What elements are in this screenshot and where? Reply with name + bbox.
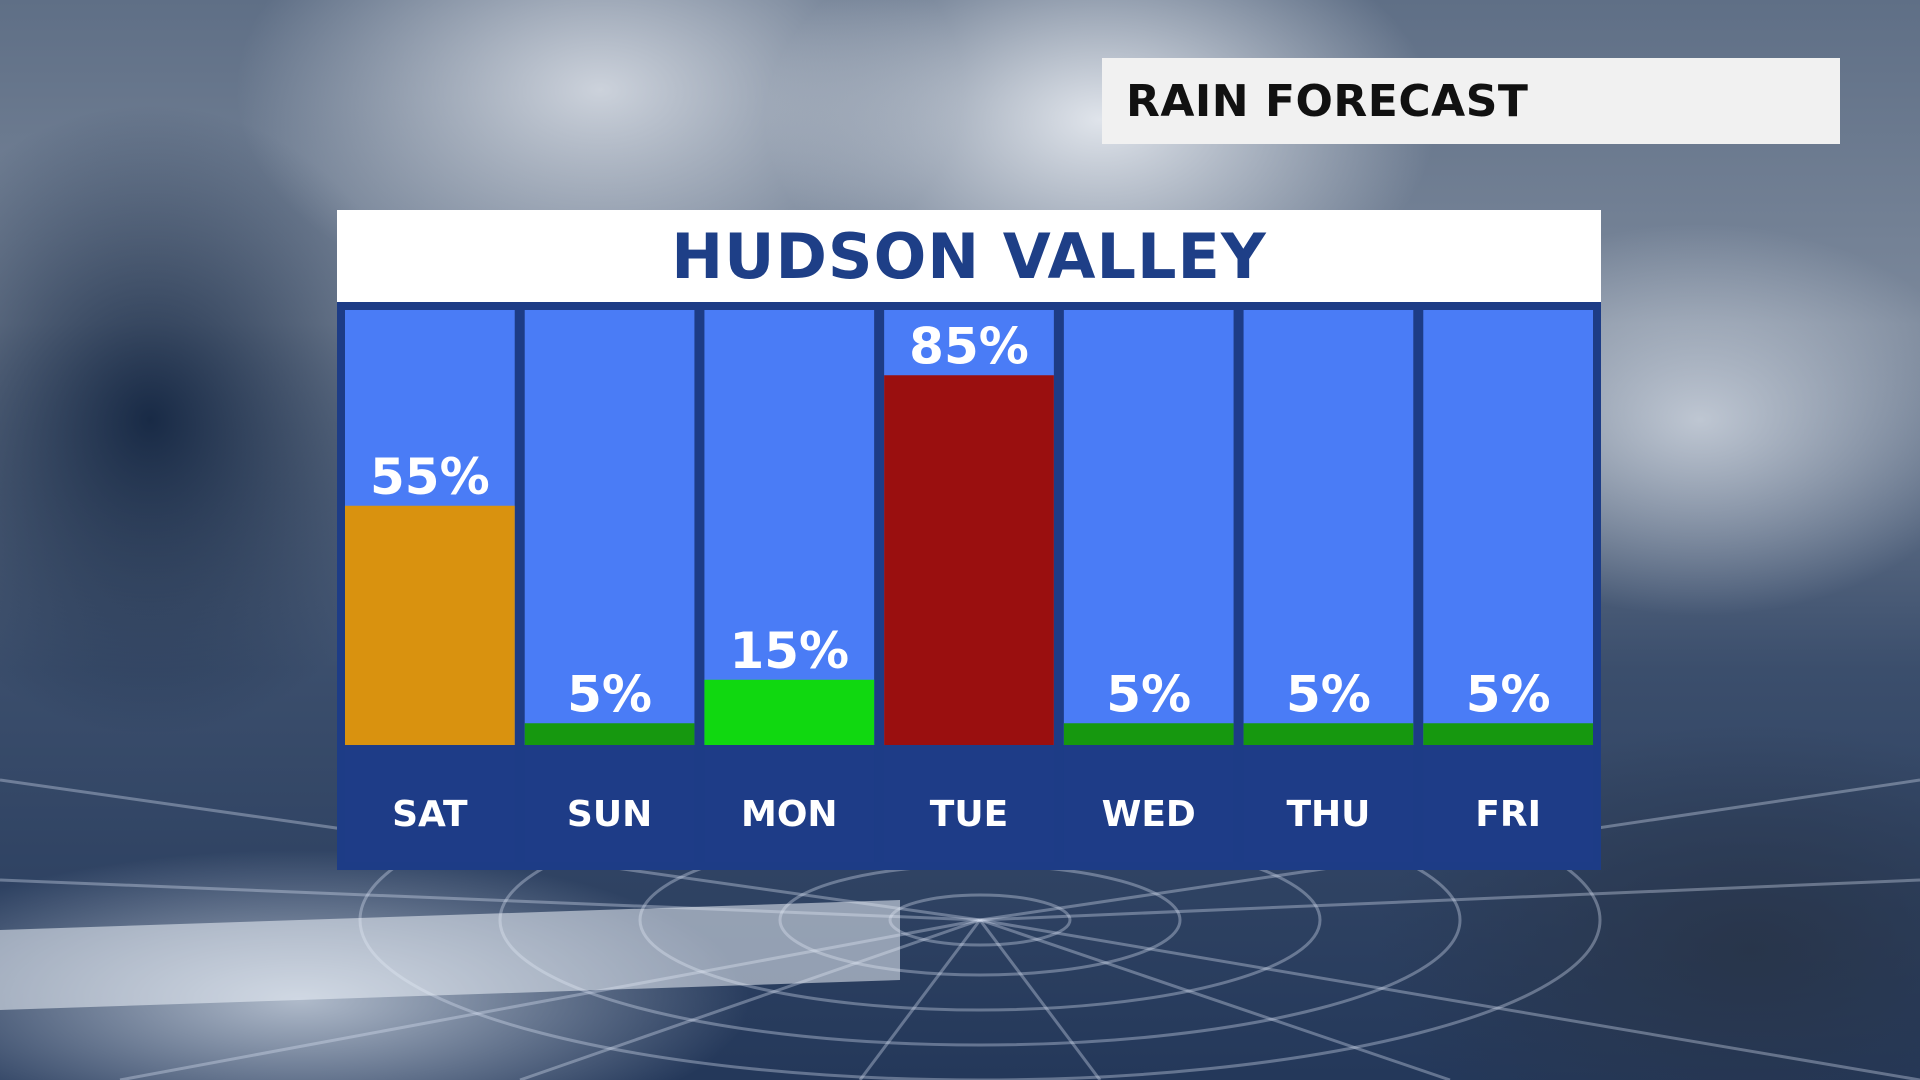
day-label-sat: SAT: [392, 794, 468, 835]
pct-label-wed: 5%: [1106, 665, 1191, 723]
bar-thu: [1243, 723, 1414, 745]
pct-label-fri: 5%: [1466, 665, 1551, 723]
location-header: HUDSON VALLEY: [337, 210, 1601, 302]
bar-wed: [1063, 723, 1234, 745]
day-label-tue: TUE: [930, 794, 1008, 835]
rain-chart-panel: 55% SAT 5% SUN 15% MON 85% TUE 5% WED 5% THU 5% FRI: [337, 302, 1601, 870]
day-label-sun: SUN: [567, 794, 652, 835]
bar-sun: [524, 723, 695, 745]
day-block-thu: [1243, 745, 1414, 862]
column-bg-wed: [1063, 310, 1234, 745]
pct-label-tue: 85%: [909, 317, 1029, 375]
day-block-sun: [524, 745, 695, 862]
day-block-tue: [884, 745, 1054, 862]
column-bg-fri: [1423, 310, 1593, 745]
pct-label-mon: 15%: [729, 622, 849, 680]
column-bg-thu: [1243, 310, 1414, 745]
rain-bar-chart: 55% SAT 5% SUN 15% MON 85% TUE 5% WED 5% THU 5% FRI: [345, 310, 1593, 862]
day-block-wed: [1063, 745, 1234, 862]
pct-label-thu: 5%: [1286, 665, 1371, 723]
location-title: HUDSON VALLEY: [671, 219, 1267, 293]
bar-tue: [884, 375, 1054, 745]
day-label-wed: WED: [1102, 794, 1196, 835]
day-block-mon: [704, 745, 875, 862]
column-bg-sun: [524, 310, 695, 745]
bar-sat: [345, 505, 515, 745]
bar-fri: [1423, 723, 1593, 745]
day-block-fri: [1423, 745, 1593, 862]
rain-forecast-title: RAIN FORECAST: [1126, 75, 1529, 127]
day-label-thu: THU: [1286, 794, 1370, 835]
day-label-mon: MON: [741, 794, 838, 835]
rain-forecast-title-box: RAIN FORECAST: [1102, 58, 1840, 144]
pct-label-sat: 55%: [370, 448, 490, 506]
pct-label-sun: 5%: [567, 665, 652, 723]
column-bg-mon: [704, 310, 875, 745]
day-label-fri: FRI: [1475, 794, 1541, 835]
day-block-sat: [345, 745, 515, 862]
bar-mon: [704, 679, 875, 745]
